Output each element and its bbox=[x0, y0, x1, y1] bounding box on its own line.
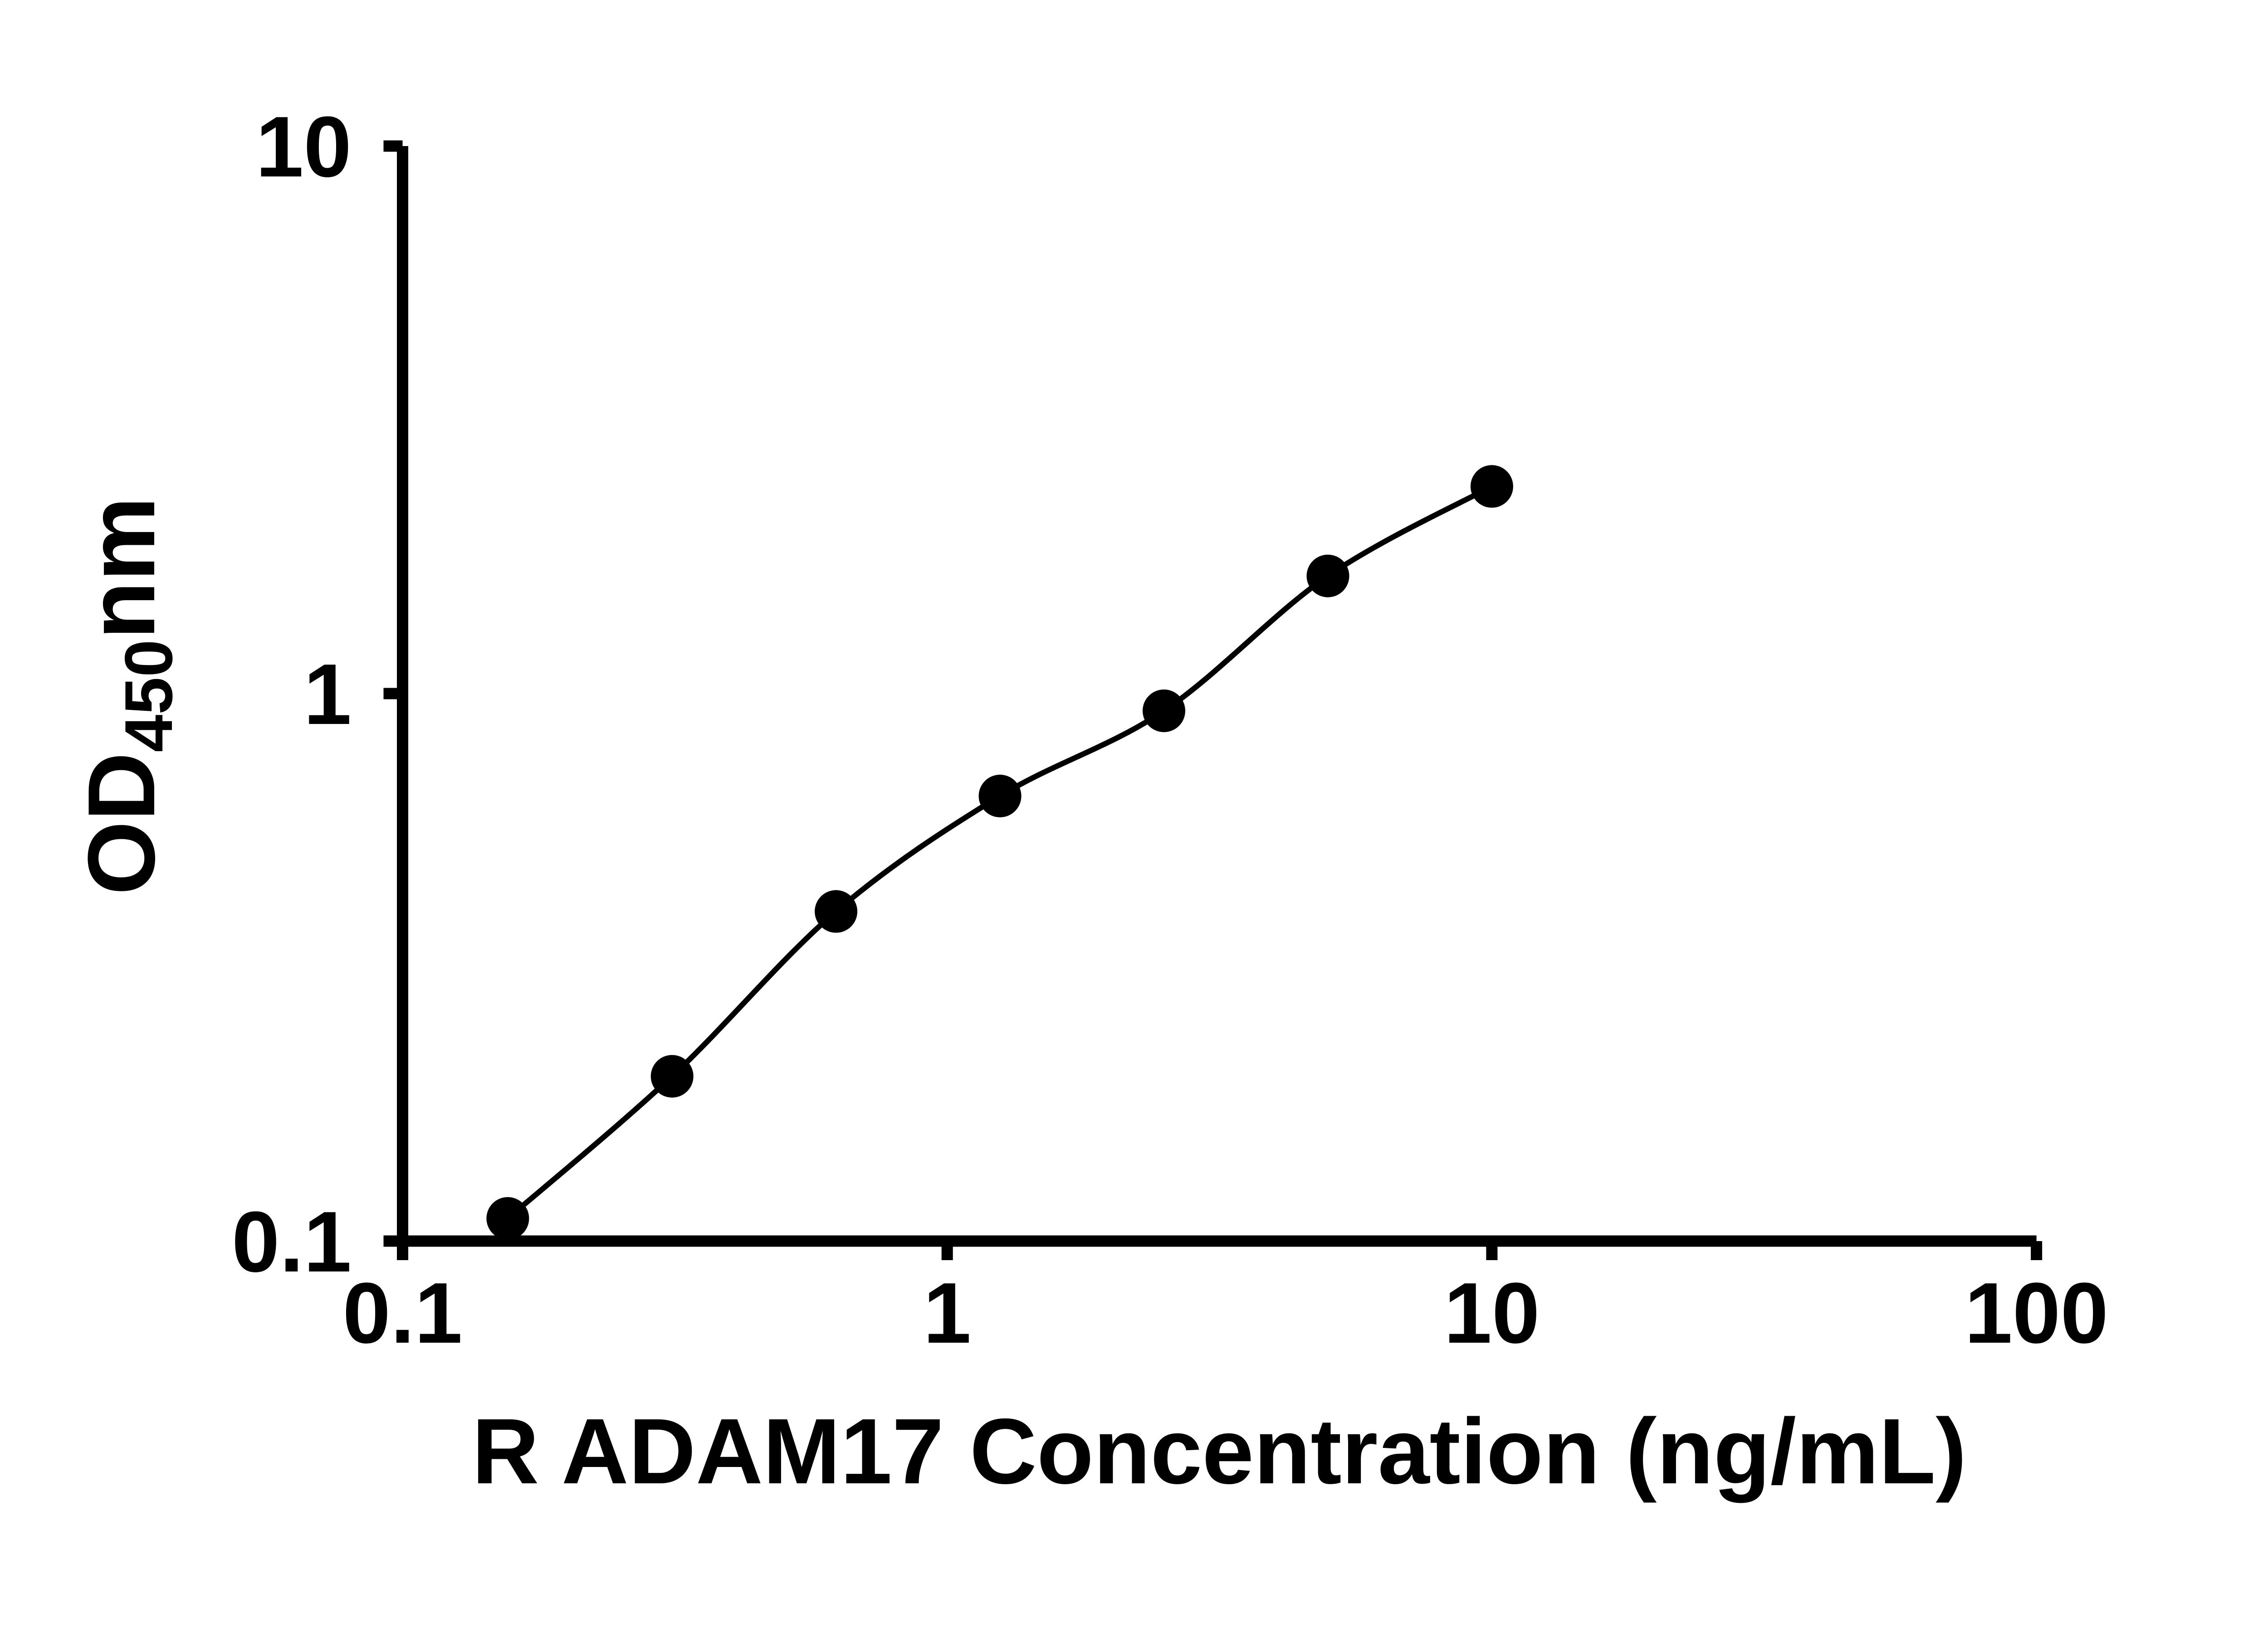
svg-text:0.1: 0.1 bbox=[232, 1194, 352, 1290]
svg-text:R ADAM17 Concentration (ng/mL): R ADAM17 Concentration (ng/mL) bbox=[472, 1399, 1966, 1503]
svg-text:10: 10 bbox=[256, 99, 352, 195]
svg-text:10: 10 bbox=[1444, 1265, 1540, 1361]
svg-text:0.1: 0.1 bbox=[342, 1265, 462, 1361]
svg-text:OD450nm: OD450nm bbox=[68, 497, 186, 895]
svg-text:100: 100 bbox=[1965, 1265, 2108, 1361]
svg-text:1: 1 bbox=[923, 1265, 971, 1361]
svg-text:1: 1 bbox=[303, 646, 352, 743]
